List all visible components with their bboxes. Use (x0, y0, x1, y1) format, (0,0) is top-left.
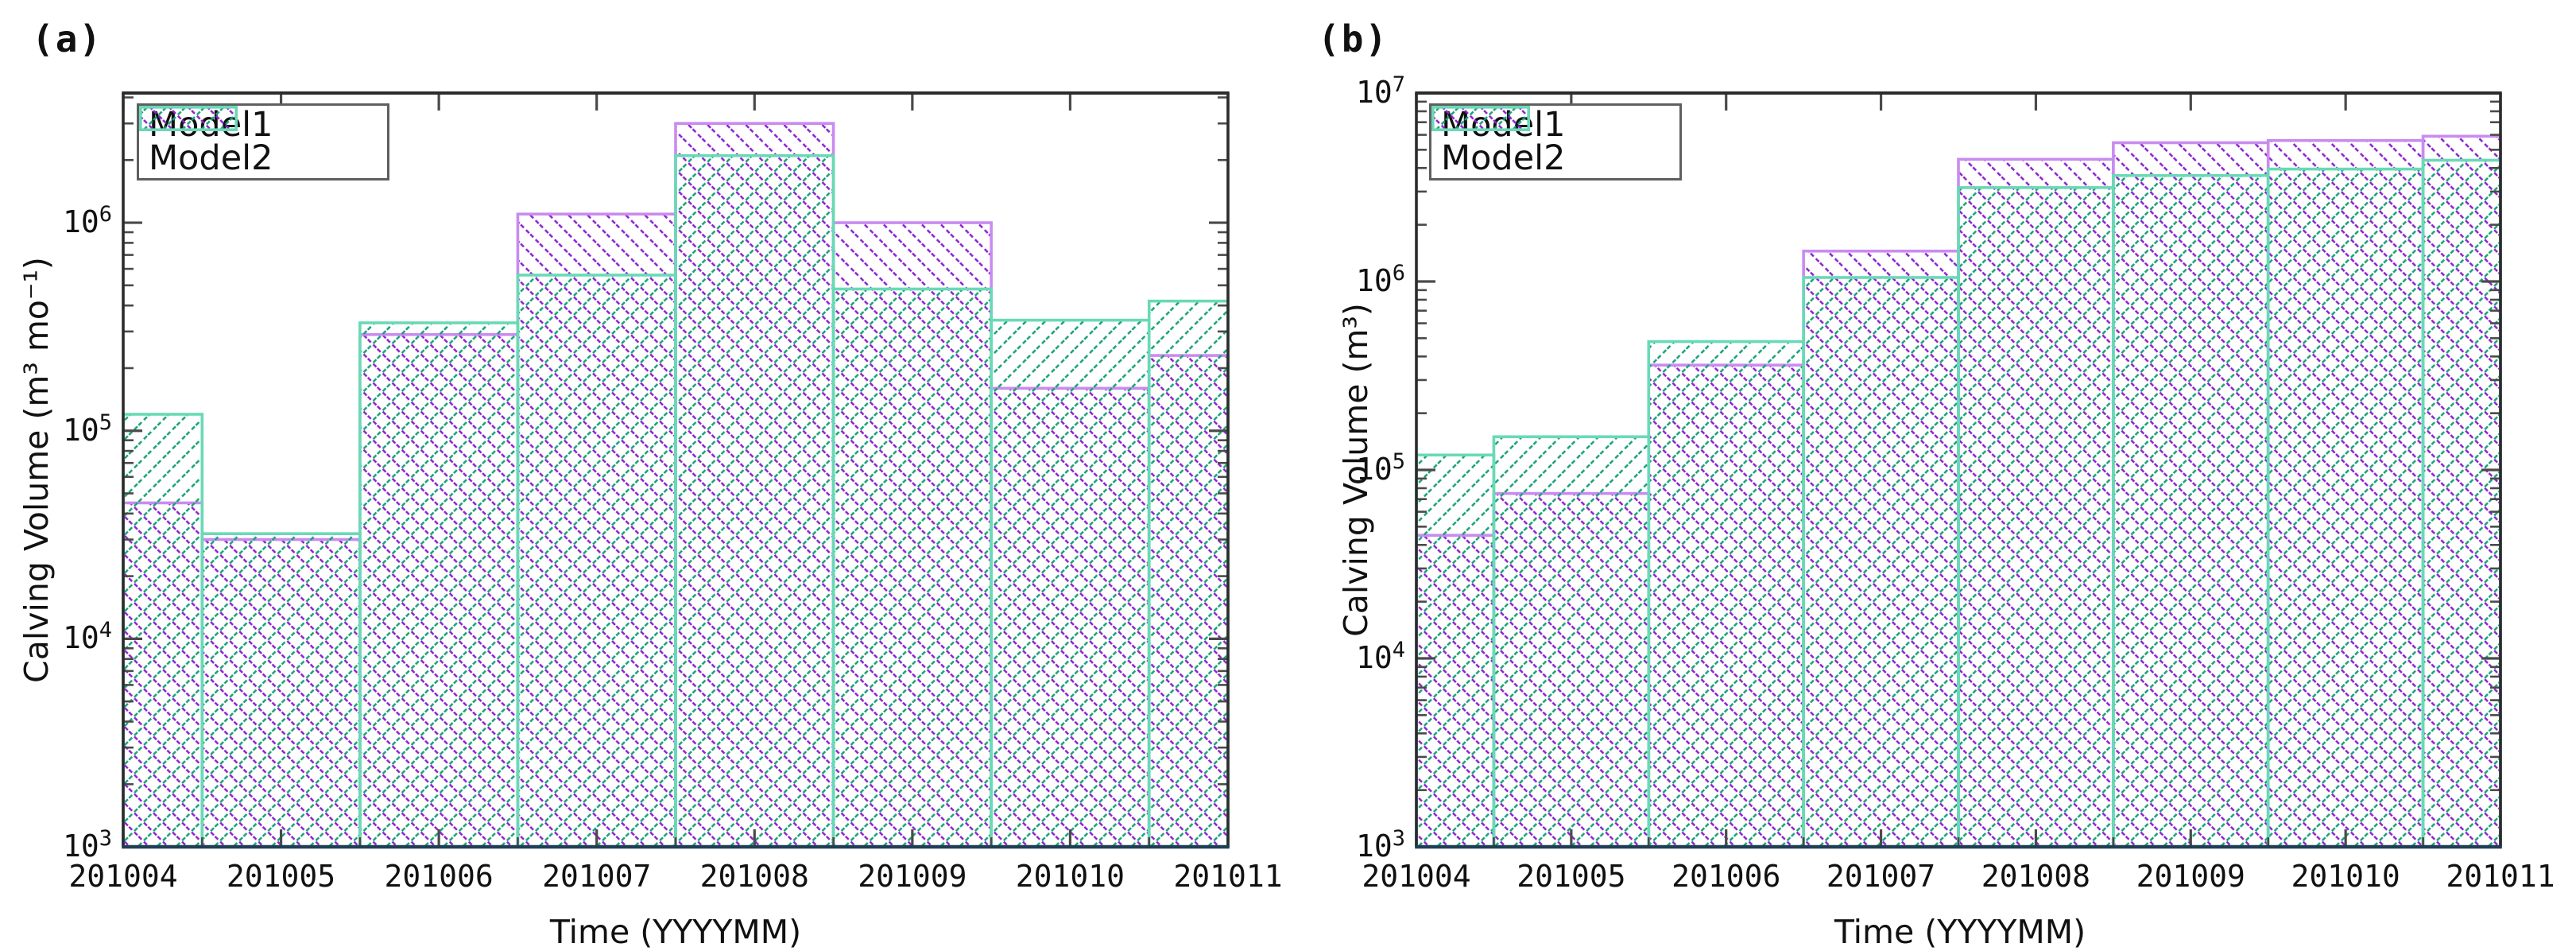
panel-a (122, 91, 1230, 849)
bar-model2-201005 (1492, 435, 1651, 848)
bar-model2-201004 (1415, 453, 1496, 848)
bar-model2-201010 (2266, 167, 2425, 848)
bar-model2-201007 (516, 274, 677, 848)
bar-model2-201004 (122, 413, 204, 848)
bar-model2-201006 (358, 321, 520, 848)
bar-model2-201005 (200, 532, 362, 848)
panel-b (1415, 91, 2502, 849)
bar-model2-201006 (1647, 340, 1805, 848)
bar-model2-201009 (2112, 173, 2270, 848)
bar-model2-201011 (2421, 158, 2502, 848)
bar-model2-201009 (831, 287, 993, 848)
bar-model2-201010 (990, 318, 1151, 848)
bar-model2-201007 (1802, 276, 1960, 848)
bar-model2-201011 (1147, 299, 1230, 848)
bar-model2-201008 (1957, 186, 2115, 848)
bar-model2-201008 (674, 153, 835, 848)
